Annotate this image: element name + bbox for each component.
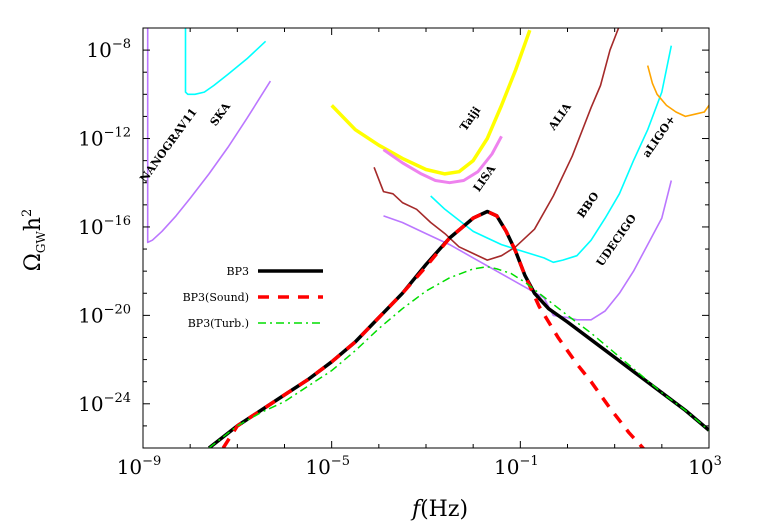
- taiji-sensitivity-curve: [330, 29, 532, 176]
- x-tick-label: 10−9: [117, 454, 162, 479]
- bp3-series: [207, 209, 709, 448]
- aligo-sensitivity-curve: [646, 65, 709, 118]
- bbo-label: BBO: [575, 189, 602, 220]
- lisa-sensitivity-curve: [382, 135, 503, 185]
- aligo-label: aLIGO+: [640, 113, 678, 160]
- x-tick-label: 103: [688, 454, 722, 479]
- y-tick-label: 10−8: [86, 37, 131, 62]
- bp3-turb-series-line: [208, 265, 709, 448]
- alia-sensitivity-curve: [373, 28, 620, 261]
- ska-sensitivity-curve: [146, 28, 272, 244]
- axis-ticks: [142, 27, 710, 449]
- x-tick-label: 10−1: [494, 454, 539, 479]
- y-tick-label: 10−16: [78, 214, 131, 239]
- bp3-turb-legend-label: BP3(Turb.): [188, 317, 249, 330]
- legend: BP3 BP3(Sound) BP3(Turb.): [183, 265, 323, 330]
- ska-label: SKA: [208, 100, 234, 129]
- udecigo-label: UDECIGO: [594, 212, 640, 269]
- nanograv11-sensitivity-curve: [184, 28, 267, 96]
- bp3-sound-series-line: [221, 209, 646, 448]
- nanograv11-label: NANOGRAV11: [137, 106, 199, 185]
- taiji-label: Taiji: [457, 104, 483, 133]
- y-tick-label: 10−24: [78, 391, 131, 416]
- bbo-sensitivity-curve: [430, 45, 673, 264]
- y-tick-label: 10−12: [78, 126, 131, 151]
- x-axis-title: f(Hz): [410, 497, 468, 522]
- alia-label: ALIA: [545, 100, 574, 133]
- y-axis-title: ΩGWh2: [20, 209, 48, 272]
- bp3-legend-label: BP3: [227, 265, 249, 278]
- y-tick-label: 10−20: [78, 302, 131, 327]
- udecigo-sensitivity-curve: [383, 180, 673, 321]
- lisa-label: LISA: [471, 162, 499, 194]
- x-tick-label: 10−5: [305, 454, 350, 479]
- bp3-sound-legend-label: BP3(Sound): [183, 291, 249, 304]
- axis-tick-labels: 10−9 10−5 10−1 103 10−8 10−12 10−16 10−20 10−24: [78, 37, 722, 479]
